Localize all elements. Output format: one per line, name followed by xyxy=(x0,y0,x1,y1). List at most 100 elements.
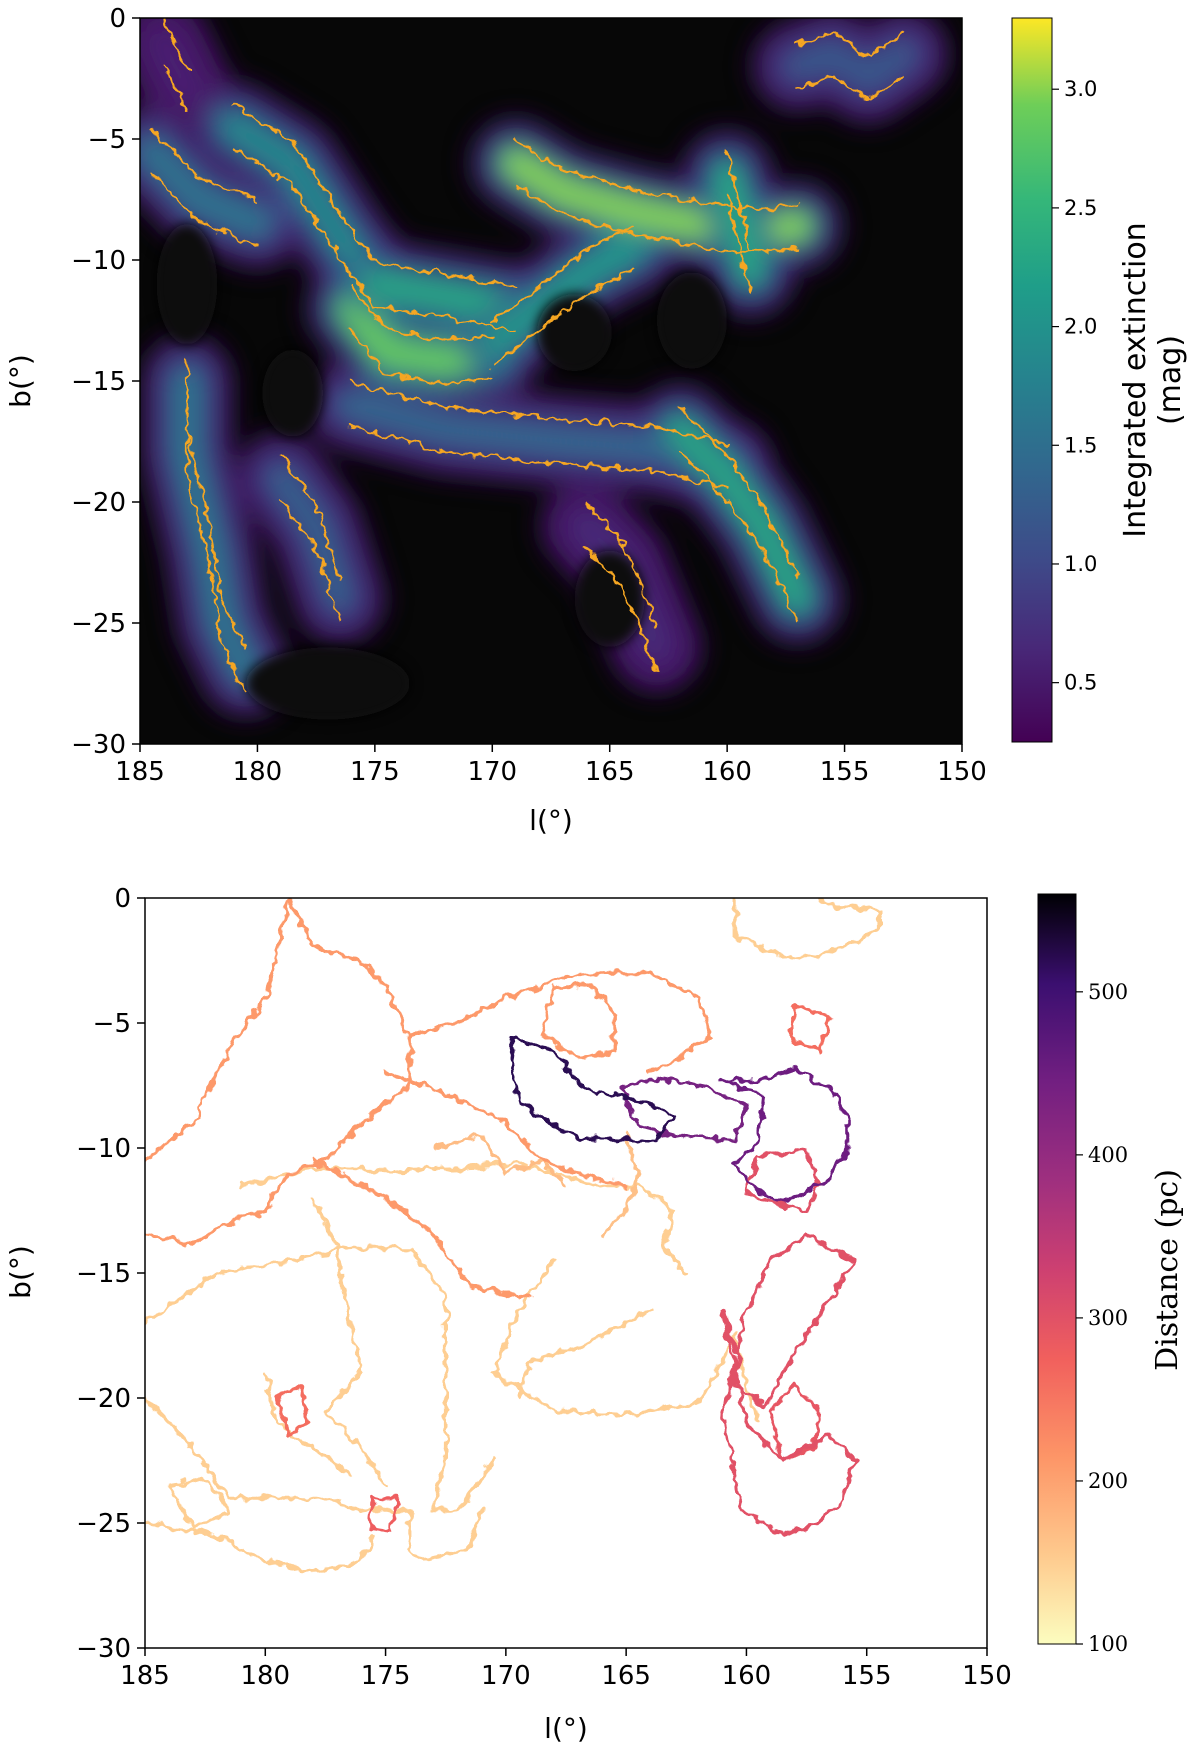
extinction-filament xyxy=(266,463,354,613)
extinction-filament xyxy=(666,415,812,613)
cloud-contour xyxy=(516,1308,652,1400)
y-tick-label: −20 xyxy=(71,488,126,518)
x-tick-label: 170 xyxy=(467,757,517,787)
cloud-contour xyxy=(619,1076,749,1143)
extinction-contour-line xyxy=(185,401,247,695)
bottom-y-axis-label: b(°) xyxy=(4,1245,37,1299)
cloud-contour xyxy=(508,1036,677,1143)
extinction-contour-line xyxy=(150,128,259,203)
extinction-map xyxy=(140,18,962,744)
extinction-contour-line xyxy=(350,329,494,385)
extinction-contour-line xyxy=(350,285,494,341)
x-tick-label: 185 xyxy=(120,1661,170,1691)
extinction-contour-line xyxy=(350,426,729,489)
extinction-contour xyxy=(279,454,341,622)
extinction-contour-line xyxy=(679,450,799,622)
colorbar-tick-label: 1.0 xyxy=(1064,552,1097,576)
extinction-filament xyxy=(360,270,530,323)
colorbar-tick-label: 1.5 xyxy=(1064,433,1097,457)
extinction-filament xyxy=(713,161,765,287)
extinction-voids xyxy=(156,223,728,720)
colorbar-tick-label: 100 xyxy=(1088,1632,1128,1656)
cloud-contour xyxy=(383,1071,628,1188)
extinction-contour xyxy=(373,261,517,332)
extinction-contour-line xyxy=(350,382,729,445)
extinction-contour-line xyxy=(679,406,799,578)
extinction-contour-line xyxy=(232,147,376,308)
cloud-contour xyxy=(369,1496,400,1533)
cloud-contour xyxy=(720,1308,857,1538)
top-x-axis: 185 180 175 170 165 160 155 150 xyxy=(115,744,987,787)
top-y-axis-label: b(°) xyxy=(4,354,37,408)
extinction-contour-line xyxy=(373,261,517,288)
colorbar-tick-label: 400 xyxy=(1088,1143,1128,1167)
y-tick-label: −20 xyxy=(76,1384,131,1414)
extinction-filament xyxy=(149,28,201,105)
extinction-contour-line xyxy=(585,503,658,627)
extinction-void xyxy=(536,293,613,372)
y-tick-label: −5 xyxy=(88,125,126,155)
y-tick-label: −15 xyxy=(71,367,126,397)
y-tick-label: 0 xyxy=(114,884,131,914)
bottom-colorbar: 100 200 300 400 500 Distance (pc) xyxy=(1037,893,1185,1656)
extinction-contours xyxy=(150,19,905,695)
cloud-contour xyxy=(145,898,412,1245)
y-tick-label: −25 xyxy=(71,609,126,639)
cloud-contour xyxy=(744,1148,821,1213)
cloud-contour xyxy=(600,1133,640,1238)
extinction-contour xyxy=(185,357,247,695)
x-tick-label: 150 xyxy=(937,757,987,787)
bottom-y-axis: 0 −5 −10 −15 −20 −25 −30 xyxy=(76,884,145,1664)
y-tick-label: 0 xyxy=(109,4,126,34)
y-tick-label: −10 xyxy=(76,1134,131,1164)
top-colorbar-label-line2: (mag) xyxy=(1153,335,1188,425)
x-tick-label: 165 xyxy=(601,1661,651,1691)
extinction-filaments xyxy=(140,18,934,702)
colorbar-tick-label: 2.5 xyxy=(1064,196,1097,220)
colorbar-tick-label: 500 xyxy=(1088,980,1128,1004)
extinction-void xyxy=(245,647,411,720)
x-tick-label: 160 xyxy=(702,757,752,787)
cloud-contour xyxy=(311,1158,532,1300)
x-tick-label: 175 xyxy=(350,757,400,787)
bottom-axes-background xyxy=(145,898,987,1648)
bottom-colorbar-label: Distance (pc) xyxy=(1150,1169,1185,1371)
extinction-contour-line xyxy=(514,184,799,255)
cloud-contour xyxy=(145,1396,484,1563)
top-colorbar-label-line1: Integrated extinction xyxy=(1118,222,1153,537)
x-tick-label: 155 xyxy=(820,757,870,787)
extinction-contour xyxy=(585,503,658,671)
extinction-contour xyxy=(162,19,189,114)
top-colorbar: 0.5 1.0 1.5 2.0 2.5 3.0 Integrated extinction… xyxy=(1011,17,1188,743)
colorbar-tick-label: 300 xyxy=(1088,1306,1128,1330)
y-tick-label: −10 xyxy=(71,246,126,276)
y-tick-label: −15 xyxy=(76,1259,131,1289)
cloud-contour xyxy=(275,1383,311,1438)
top-y-axis: 0 −5 −10 −15 −20 −25 −30 xyxy=(71,4,140,760)
y-tick-label: −5 xyxy=(93,1009,131,1039)
top-colorbar-gradient xyxy=(1011,17,1053,743)
extinction-filament xyxy=(478,233,648,359)
cloud-contour xyxy=(787,1003,833,1055)
colorbar-tick-label: 0.5 xyxy=(1064,671,1097,695)
bottom-x-axis: 185 180 175 170 165 160 155 150 xyxy=(120,1648,1012,1691)
extinction-filament xyxy=(783,40,918,93)
colorbar-tick-label: 200 xyxy=(1088,1469,1128,1493)
cloud-contour xyxy=(145,1521,376,1575)
extinction-contour xyxy=(232,103,376,308)
cloud-contour xyxy=(145,1246,496,1513)
extinction-contour-line xyxy=(796,75,905,102)
extinction-contour-line xyxy=(726,196,752,296)
y-tick-label: −30 xyxy=(71,730,126,760)
top-x-axis-label: l(°) xyxy=(529,804,573,837)
extinction-void xyxy=(156,223,218,345)
colorbar-tick-label: 2.0 xyxy=(1064,315,1097,339)
extinction-contour-line xyxy=(373,305,517,332)
cloud-contour xyxy=(720,1066,850,1205)
x-tick-label: 170 xyxy=(481,1661,531,1691)
extinction-void xyxy=(656,272,728,369)
extinction-contour-line xyxy=(232,103,376,264)
x-tick-label: 155 xyxy=(842,1661,892,1691)
extinction-void xyxy=(574,550,645,648)
